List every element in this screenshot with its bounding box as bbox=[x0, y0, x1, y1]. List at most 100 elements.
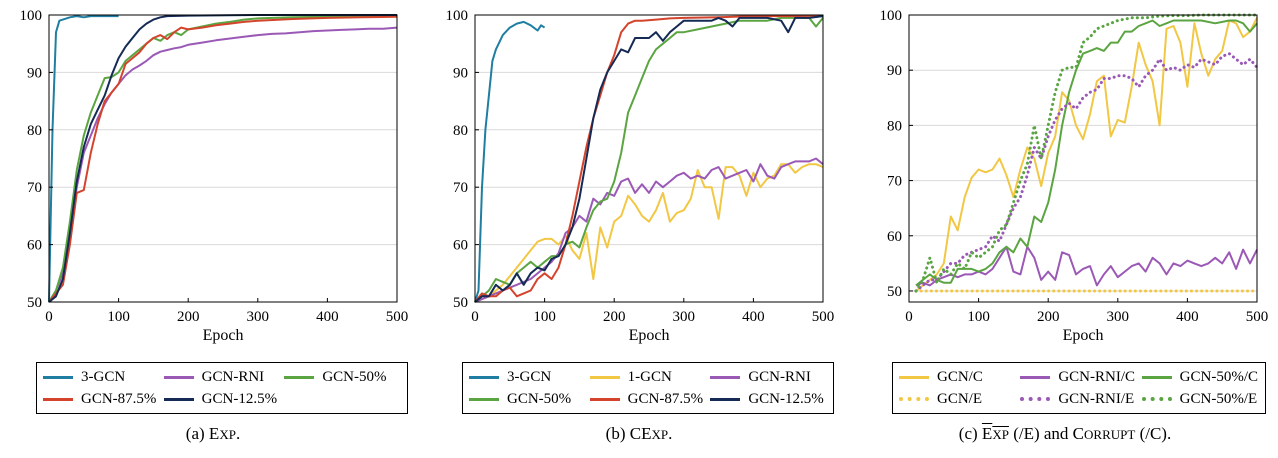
legend-swatch bbox=[710, 397, 741, 401]
x-tick-label: 400 bbox=[1176, 309, 1199, 325]
y-tick-label: 60 bbox=[453, 238, 468, 254]
y-tick-label: 100 bbox=[446, 8, 469, 24]
legend-item: GCN-50% bbox=[469, 389, 586, 409]
caption-prefix: (b) CE bbox=[605, 424, 652, 443]
legend-cexp: 3-GCN 1-GCN GCN-RNI GCN-50% GCN-87.5% GCN-12.… bbox=[462, 362, 834, 414]
legend-swatch bbox=[899, 375, 929, 379]
legend-label: GCN-RNI bbox=[748, 368, 811, 385]
legend-swatch bbox=[469, 375, 499, 379]
legend-swatch bbox=[1141, 397, 1172, 401]
caption-mid: (/E) and C bbox=[1008, 424, 1085, 443]
x-tick-label: 200 bbox=[1037, 309, 1060, 325]
legend-swatch bbox=[899, 397, 929, 401]
legend-item: GCN/C bbox=[899, 367, 1016, 387]
legend-item: GCN-RNI bbox=[163, 367, 281, 387]
y-tick-label: 60 bbox=[887, 229, 902, 245]
y-tick-label: 80 bbox=[453, 123, 468, 139]
y-tick-label: 50 bbox=[887, 284, 902, 300]
x-tick-label: 400 bbox=[742, 309, 765, 325]
chart-cexp: 0 100 200 300 400 500 50 60 70 80 90 100 Epoch bbox=[446, 8, 835, 344]
x-axis-label: Epoch bbox=[629, 327, 670, 344]
caption-exp: (a) EXP. bbox=[0, 424, 426, 444]
legend-label: GCN/E bbox=[937, 390, 982, 407]
legend-label: GCN-12.5% bbox=[748, 390, 824, 407]
legend-label: GCN-50%/E bbox=[1179, 390, 1258, 407]
y-tick-label: 90 bbox=[27, 65, 42, 81]
legend-label: GCN-RNI bbox=[201, 368, 265, 385]
legend-swatch bbox=[589, 375, 620, 379]
series-line-gcn-12-5- bbox=[474, 15, 824, 303]
plot-frame bbox=[908, 14, 1258, 303]
legend-item: 1-GCN bbox=[589, 367, 707, 387]
x-axis-label: Epoch bbox=[1063, 327, 1104, 344]
legend-item: GCN-RNI bbox=[710, 367, 827, 387]
y-tick-label: 60 bbox=[27, 238, 42, 254]
x-tick-label: 100 bbox=[967, 309, 990, 325]
legend-item: GCN/E bbox=[899, 389, 1016, 409]
legend-item: GCN-12.5% bbox=[710, 389, 827, 409]
caption-overline-first: E bbox=[981, 424, 993, 443]
series-line-gcn-50-e bbox=[914, 13, 1259, 293]
y-tick-label: 80 bbox=[27, 123, 42, 139]
x-tick-label: 500 bbox=[1246, 309, 1269, 325]
y-tick-label: 70 bbox=[887, 174, 902, 190]
legend-label: GCN-50% bbox=[507, 390, 572, 407]
legend-label: GCN-50% bbox=[322, 368, 387, 385]
series-line-gcn-87-5- bbox=[48, 15, 398, 303]
legend-label: GCN-12.5% bbox=[201, 390, 278, 407]
legend-label: GCN-87.5% bbox=[627, 390, 704, 407]
legend-label: GCN-RNI/E bbox=[1058, 390, 1135, 407]
y-tick-label: 90 bbox=[887, 63, 902, 79]
y-tick-label: 90 bbox=[453, 65, 468, 81]
chart-exp: 0 100 200 300 400 500 50 60 70 80 90 100 Epoch bbox=[20, 8, 409, 344]
series-line-gcn-c bbox=[915, 17, 1258, 292]
legend-label: 3-GCN bbox=[507, 368, 552, 385]
plot-frame bbox=[48, 14, 398, 303]
x-tick-label: 0 bbox=[471, 309, 479, 325]
plot-frame bbox=[474, 14, 824, 303]
legend-label: 1-GCN bbox=[627, 368, 672, 385]
x-tick-label: 0 bbox=[905, 309, 913, 325]
series-line-gcn-rni-e bbox=[914, 52, 1259, 293]
series-line-gcn-12-5- bbox=[48, 14, 397, 303]
legend-corrupt: GCN/C GCN-RNI/C GCN-50%/C GCN/E GCN-RNI/E GCN… bbox=[892, 362, 1266, 414]
series-line-gcn-50- bbox=[48, 15, 397, 303]
legend-swatch bbox=[284, 375, 315, 379]
x-tick-label: 0 bbox=[45, 309, 53, 325]
legend-item: GCN-50% bbox=[284, 367, 401, 387]
x-tick-label: 500 bbox=[812, 309, 835, 325]
series-line-gcn-50-c bbox=[915, 19, 1258, 287]
legend-swatch bbox=[163, 375, 194, 379]
legend-swatch bbox=[710, 375, 741, 379]
legend-swatch bbox=[589, 397, 620, 401]
series-line-3-gcn bbox=[474, 20, 546, 303]
y-tick-label: 70 bbox=[453, 180, 468, 196]
x-tick-label: 300 bbox=[673, 309, 696, 325]
y-tick-label: 80 bbox=[887, 118, 902, 134]
x-tick-label: 300 bbox=[1107, 309, 1130, 325]
caption-suffix: (/C). bbox=[1135, 424, 1172, 443]
series-line-3-gcn bbox=[48, 15, 119, 303]
x-tick-label: 500 bbox=[386, 309, 409, 325]
series-line-gcn-rni bbox=[48, 26, 398, 303]
y-tick-label: 100 bbox=[880, 8, 903, 24]
caption-overline-smallcaps: XP bbox=[992, 427, 1009, 442]
x-tick-label: 400 bbox=[316, 309, 339, 325]
legend-item: GCN-87.5% bbox=[589, 389, 707, 409]
caption-suffix: . bbox=[668, 424, 673, 443]
caption-smallcaps: XP bbox=[219, 427, 236, 442]
legend-swatch bbox=[43, 397, 73, 401]
x-tick-label: 200 bbox=[177, 309, 200, 325]
caption-smallcaps: XP bbox=[651, 427, 669, 442]
legend-exp: 3-GCN GCN-RNI GCN-50% GCN-87.5% GCN-12.5% bbox=[36, 362, 408, 414]
caption-smallcaps-2: ORRUPT bbox=[1084, 427, 1136, 442]
caption-prefix: (c) bbox=[958, 424, 982, 443]
legend-item: 3-GCN bbox=[43, 367, 160, 387]
series-line-gcn-rni-c bbox=[915, 245, 1258, 287]
legend-item: GCN-12.5% bbox=[163, 389, 281, 409]
legend-swatch bbox=[163, 397, 194, 401]
y-tick-label: 100 bbox=[20, 8, 43, 24]
series-line-gcn-rni bbox=[474, 157, 824, 303]
legend-swatch bbox=[1141, 375, 1172, 379]
series-line-gcn-87-5- bbox=[474, 14, 824, 303]
